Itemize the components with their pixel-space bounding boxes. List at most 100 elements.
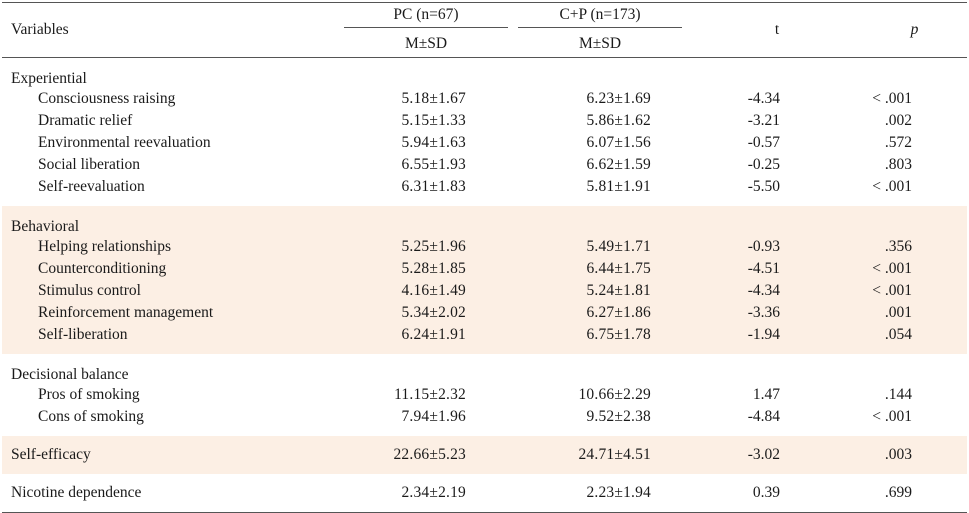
p-value-cell: .003 bbox=[832, 444, 967, 466]
cp-value-cell: 10.66±2.29 bbox=[578, 386, 651, 403]
t-value-cell: 1.47 bbox=[752, 386, 780, 403]
t-value-cell: -5.50 bbox=[747, 178, 780, 195]
t-value-cell: -3.36 bbox=[692, 302, 832, 324]
variable-name-cell: Pros of smoking bbox=[38, 386, 140, 403]
t-value-cell: -4.51 bbox=[692, 258, 832, 280]
t-value-cell: -4.34 bbox=[747, 90, 780, 107]
t-value-cell: -1.94 bbox=[692, 324, 832, 346]
cp-value-cell: 5.24±1.81 bbox=[518, 280, 692, 302]
group-header-row: Behavioral bbox=[2, 214, 967, 236]
group-header-row: Experiential bbox=[2, 66, 967, 88]
spacer-row bbox=[2, 466, 967, 474]
t-header: t bbox=[692, 2, 832, 58]
variable-name-cell: Cons of smoking bbox=[38, 408, 144, 425]
pc-value-cell: 6.24±1.91 bbox=[344, 324, 518, 346]
table-row: Self-reevaluation 6.31±1.83 5.81±1.91 -5.50… bbox=[2, 176, 967, 198]
p-value-cell: .572 bbox=[884, 134, 912, 151]
table-row: Consciousness raising 5.18±1.67 6.23±1.69 -… bbox=[2, 88, 967, 110]
variable-name-cell: Environmental reevaluation bbox=[38, 134, 211, 151]
spacer-row bbox=[2, 474, 967, 482]
variable-name-cell: Nicotine dependence bbox=[11, 484, 142, 501]
cp-value-cell: 5.49±1.71 bbox=[518, 236, 692, 258]
table-row: Self-efficacy 22.66±5.23 24.71±4.51 -3.02.0… bbox=[2, 444, 967, 466]
pc-value-cell: 5.28±1.85 bbox=[344, 258, 518, 280]
t-value-cell: -3.02 bbox=[692, 444, 832, 466]
pc-value-cell: 6.31±1.83 bbox=[401, 178, 466, 195]
cp-value-cell: 6.62±1.59 bbox=[586, 156, 651, 173]
variable-name-cell: Dramatic relief bbox=[38, 112, 133, 129]
spacer-row bbox=[2, 58, 967, 67]
table-row: Helping relationships 5.25±1.96 5.49±1.71-… bbox=[2, 236, 967, 258]
pc-value-cell: 6.55±1.93 bbox=[401, 156, 466, 173]
cp-value-cell: 5.86±1.62 bbox=[586, 112, 651, 129]
p-value-cell: < .001 bbox=[872, 178, 912, 195]
table-row: Stimulus control 4.16±1.49 5.24±1.81 -4.34 <… bbox=[2, 280, 967, 302]
table-row: Pros of smoking 11.15±2.32 10.66±2.29 1.47.… bbox=[2, 384, 967, 406]
pc-value-cell: 11.15±2.32 bbox=[394, 386, 466, 403]
p-value-cell: .144 bbox=[884, 386, 912, 403]
p-value-cell: < .001 bbox=[832, 258, 967, 280]
p-value-cell: .699 bbox=[884, 484, 912, 501]
spacer-row bbox=[2, 504, 967, 513]
t-value-cell: -3.21 bbox=[747, 112, 780, 129]
p-value-cell: .356 bbox=[832, 236, 967, 258]
variable-name-cell: Self-reevaluation bbox=[38, 178, 145, 195]
p-value-cell: .803 bbox=[884, 156, 912, 173]
p-header: p bbox=[832, 2, 967, 58]
t-value-cell: -0.25 bbox=[747, 156, 780, 173]
group-label: Experiential bbox=[11, 70, 87, 87]
p-value-cell: < .001 bbox=[872, 408, 912, 425]
cp-value-cell: 5.81±1.91 bbox=[586, 178, 651, 195]
cp-value-cell: 6.75±1.78 bbox=[518, 324, 692, 346]
pc-value-cell: 22.66±5.23 bbox=[344, 444, 518, 466]
table-row: Self-liberation 6.24±1.91 6.75±1.78 -1.94.0… bbox=[2, 324, 967, 346]
spacer-row bbox=[2, 206, 967, 214]
table-row: Reinforcement management 5.34±2.02 6.27±1.… bbox=[2, 302, 967, 324]
variable-name-cell: Reinforcement management bbox=[2, 302, 344, 324]
table-row: Counterconditioning 5.28±1.85 6.44±1.75 -4.… bbox=[2, 258, 967, 280]
spacer-row bbox=[2, 354, 967, 362]
p-value-cell: .002 bbox=[884, 112, 912, 129]
p-value-cell: .001 bbox=[832, 302, 967, 324]
p-value-cell: < .001 bbox=[832, 280, 967, 302]
group-label: Decisional balance bbox=[11, 366, 129, 383]
pc-value-cell: 2.34±2.19 bbox=[401, 484, 466, 501]
spacer-row bbox=[2, 346, 967, 354]
pc-value-cell: 5.25±1.96 bbox=[344, 236, 518, 258]
variable-name-cell: Consciousness raising bbox=[38, 90, 176, 107]
variable-name-cell: Counterconditioning bbox=[2, 258, 344, 280]
pc-value-cell: 5.18±1.67 bbox=[401, 90, 466, 107]
group-label: Behavioral bbox=[2, 214, 967, 236]
table-row: Cons of smoking 7.94±1.96 9.52±2.38 -4.84 < … bbox=[2, 406, 967, 428]
spacer-row bbox=[2, 428, 967, 436]
variable-name-cell: Self-liberation bbox=[2, 324, 344, 346]
table-row: Dramatic relief 5.15±1.33 5.86±1.62 -3.21 .0… bbox=[2, 110, 967, 132]
variable-name-cell: Helping relationships bbox=[2, 236, 344, 258]
variables-header: Variables bbox=[2, 2, 344, 58]
group-header-row: Decisional balance bbox=[2, 362, 967, 384]
variable-name-cell: Stimulus control bbox=[2, 280, 344, 302]
pc-group-header: PC (n=67) bbox=[344, 6, 508, 28]
p-value-cell: < .001 bbox=[872, 90, 912, 107]
table-row: Environmental reevaluation 5.94±1.63 6.07±… bbox=[2, 132, 967, 154]
cp-msd-header: M±SD bbox=[578, 34, 622, 52]
pc-msd-header: M±SD bbox=[404, 34, 448, 52]
variable-name-cell: Social liberation bbox=[38, 156, 141, 173]
cp-value-cell: 9.52±2.38 bbox=[586, 408, 651, 425]
pc-value-cell: 5.94±1.63 bbox=[401, 134, 466, 151]
variable-name-cell: Self-efficacy bbox=[2, 444, 344, 466]
cp-value-cell: 6.44±1.75 bbox=[518, 258, 692, 280]
cp-group-header: C+P (n=173) bbox=[518, 6, 682, 28]
spacer-row bbox=[2, 198, 967, 206]
t-value-cell: 0.39 bbox=[752, 484, 780, 501]
t-value-cell: -0.93 bbox=[692, 236, 832, 258]
cp-value-cell: 6.27±1.86 bbox=[518, 302, 692, 324]
pc-value-cell: 5.34±2.02 bbox=[344, 302, 518, 324]
cp-value-cell: 6.07±1.56 bbox=[586, 134, 651, 151]
t-value-cell: -0.57 bbox=[747, 134, 780, 151]
table-row: Nicotine dependence 2.34±2.19 2.23±1.94 0.3… bbox=[2, 482, 967, 504]
cp-value-cell: 24.71±4.51 bbox=[518, 444, 692, 466]
pc-value-cell: 7.94±1.96 bbox=[401, 408, 466, 425]
p-value-cell: .054 bbox=[832, 324, 967, 346]
table-row: Social liberation 6.55±1.93 6.62±1.59 -0.25… bbox=[2, 154, 967, 176]
